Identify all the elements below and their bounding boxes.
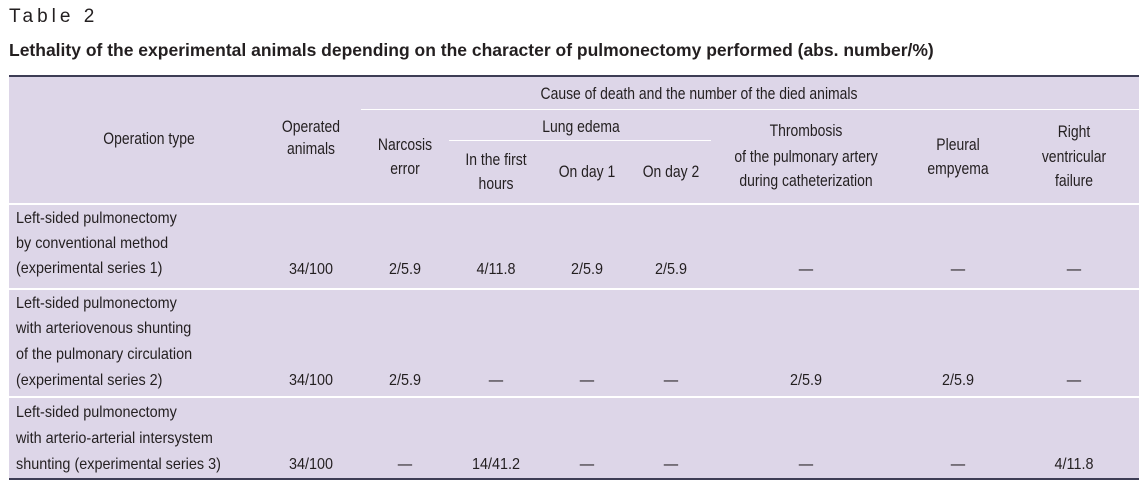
header-operated-animals-line1: Operated <box>281 117 341 136</box>
cell-day2: — <box>663 456 679 473</box>
header-right-vent-line1: Right <box>1057 122 1091 141</box>
header-thrombosis-line3: during catheterization <box>739 171 873 190</box>
cell-day1: — <box>579 372 595 389</box>
cell-right-vent: — <box>1066 372 1082 389</box>
cell-narcosis: — <box>397 456 413 473</box>
cell-first-hours: 4/11.8 <box>476 261 516 278</box>
cell-first-hours: — <box>488 372 504 389</box>
table-caption: Lethality of the experimental animals de… <box>9 40 934 60</box>
header-first-hours-line1: In the first <box>465 150 527 169</box>
row-operation-type-line: Left-sided pulmonectomy <box>16 404 177 421</box>
cell-day2: 2/5.9 <box>654 261 688 278</box>
row-divider-1 <box>9 288 1139 290</box>
header-right-vent-line2: ventricular <box>1041 147 1107 166</box>
cell-operated: 34/100 <box>288 372 334 389</box>
header-divider-lung-edema <box>449 140 711 141</box>
cell-thrombosis: — <box>798 456 814 473</box>
cell-narcosis: 2/5.9 <box>388 261 422 278</box>
cell-thrombosis: — <box>798 261 814 278</box>
cell-first-hours: 14/41.2 <box>471 456 521 473</box>
table-number-label: Table 2 <box>9 6 99 27</box>
header-pleural-line1: Pleural <box>936 135 980 154</box>
header-first-hours-line2: hours <box>478 174 514 193</box>
row-operation-type-line: with arteriovenous shunting <box>16 320 192 337</box>
cell-right-vent: — <box>1066 261 1082 278</box>
header-operated-animals-line2: animals <box>286 139 336 158</box>
header-day1: On day 1 <box>558 162 616 181</box>
row-operation-type-line: with arterio-arterial intersystem <box>16 430 213 447</box>
header-right-vent-line3: failure <box>1055 171 1093 190</box>
cell-pleural: — <box>950 456 966 473</box>
cell-thrombosis: 2/5.9 <box>789 372 823 389</box>
header-divider-cause <box>361 109 1139 110</box>
row-operation-type-line: Left-sided pulmonectomy <box>16 210 177 227</box>
cell-pleural: 2/5.9 <box>941 372 975 389</box>
data-table: Operation type Operated animals Cause of… <box>9 75 1139 480</box>
cell-pleural: — <box>950 261 966 278</box>
cell-right-vent: 4/11.8 <box>1054 456 1094 473</box>
header-narcosis-line1: Narcosis <box>377 135 433 154</box>
row-operation-type-line: by conventional method <box>16 235 169 252</box>
cell-day2: — <box>663 372 679 389</box>
row-operation-type-line: (experimental series 1) <box>16 260 163 277</box>
row-operation-type-line: Left-sided pulmonectomy <box>16 295 177 312</box>
cell-operated: 34/100 <box>288 261 334 278</box>
header-bottom-rule <box>9 203 1139 205</box>
header-operation-type: Operation type <box>103 129 195 148</box>
cell-narcosis: 2/5.9 <box>388 372 422 389</box>
row-operation-type-line: (experimental series 2) <box>16 372 163 389</box>
header-thrombosis-line1: Thrombosis <box>769 121 843 140</box>
header-lung-edema: Lung edema <box>542 117 620 136</box>
header-thrombosis-line2: of the pulmonary artery <box>734 147 878 166</box>
cell-operated: 34/100 <box>288 456 334 473</box>
header-cause-group: Cause of death and the number of the die… <box>540 84 858 103</box>
row-operation-type-line: of the pulmonary circulation <box>16 346 193 363</box>
header-pleural-line2: empyema <box>927 159 989 178</box>
header-narcosis-line2: error <box>390 159 420 178</box>
row-operation-type-line: shunting (experimental series 3) <box>16 456 221 473</box>
cell-day1: — <box>579 456 595 473</box>
header-day2: On day 2 <box>642 162 700 181</box>
row-divider-2 <box>9 396 1139 398</box>
cell-day1: 2/5.9 <box>570 261 604 278</box>
